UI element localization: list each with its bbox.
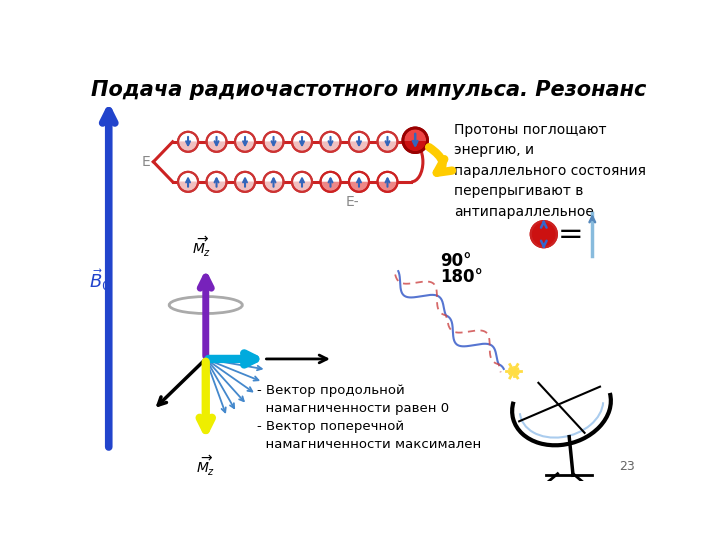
Text: =: = bbox=[558, 220, 583, 249]
Wedge shape bbox=[377, 142, 397, 152]
Text: Подача радиочастотного импульса. Резонанс: Подача радиочастотного импульса. Резонан… bbox=[91, 80, 647, 100]
Wedge shape bbox=[531, 221, 557, 234]
Wedge shape bbox=[320, 182, 341, 192]
Wedge shape bbox=[403, 140, 428, 153]
Text: 23: 23 bbox=[619, 460, 634, 473]
Wedge shape bbox=[235, 182, 255, 192]
Wedge shape bbox=[264, 172, 284, 182]
Wedge shape bbox=[292, 182, 312, 192]
Wedge shape bbox=[377, 182, 397, 192]
Wedge shape bbox=[349, 172, 369, 182]
Wedge shape bbox=[207, 142, 227, 152]
Text: 180°: 180° bbox=[440, 268, 482, 286]
Wedge shape bbox=[292, 142, 312, 152]
Wedge shape bbox=[292, 172, 312, 182]
Text: $\overrightarrow{M_z}$: $\overrightarrow{M_z}$ bbox=[192, 235, 212, 259]
Wedge shape bbox=[349, 142, 369, 152]
Wedge shape bbox=[377, 132, 397, 142]
Wedge shape bbox=[207, 172, 227, 182]
Wedge shape bbox=[320, 172, 341, 182]
Text: E-: E- bbox=[346, 195, 359, 209]
Wedge shape bbox=[349, 132, 369, 142]
Wedge shape bbox=[178, 132, 198, 142]
Wedge shape bbox=[264, 132, 284, 142]
Wedge shape bbox=[235, 132, 255, 142]
Wedge shape bbox=[377, 172, 397, 182]
Wedge shape bbox=[178, 182, 198, 192]
Text: 90°: 90° bbox=[440, 252, 472, 271]
Text: $\overrightarrow{M_z}$: $\overrightarrow{M_z}$ bbox=[196, 454, 215, 478]
Wedge shape bbox=[235, 142, 255, 152]
Wedge shape bbox=[264, 142, 284, 152]
Text: E: E bbox=[142, 155, 150, 169]
Text: Протоны поглощают
энергию, и
параллельного состояния
перепрыгивают в
антипаралле: Протоны поглощают энергию, и параллельно… bbox=[454, 123, 646, 219]
Text: - Вектор продольной
  намагниченности равен 0
- Вектор поперечной
  намагниченно: - Вектор продольной намагниченности раве… bbox=[257, 384, 482, 451]
Wedge shape bbox=[207, 182, 227, 192]
Wedge shape bbox=[178, 172, 198, 182]
Wedge shape bbox=[531, 234, 557, 247]
Wedge shape bbox=[264, 182, 284, 192]
Wedge shape bbox=[349, 182, 369, 192]
Wedge shape bbox=[235, 172, 255, 182]
Circle shape bbox=[531, 221, 557, 247]
Wedge shape bbox=[403, 128, 428, 140]
Wedge shape bbox=[178, 142, 198, 152]
Text: $\vec{B}_0$: $\vec{B}_0$ bbox=[89, 267, 110, 293]
FancyArrowPatch shape bbox=[429, 147, 452, 173]
Wedge shape bbox=[292, 132, 312, 142]
Wedge shape bbox=[320, 132, 341, 142]
Wedge shape bbox=[207, 132, 227, 142]
Wedge shape bbox=[320, 142, 341, 152]
